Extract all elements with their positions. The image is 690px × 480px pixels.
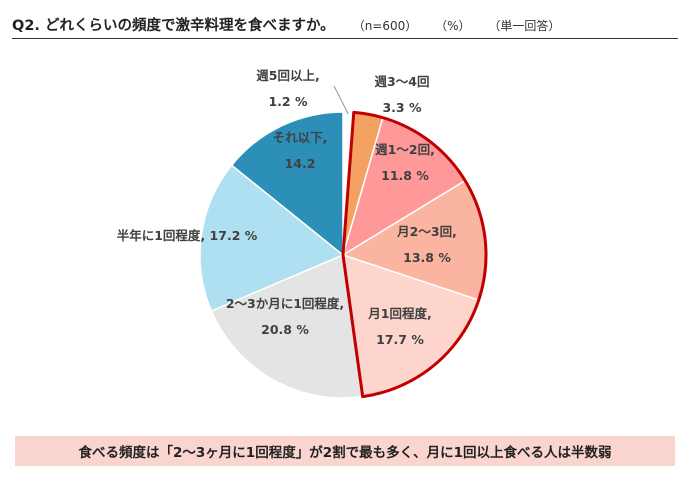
slice-value-label: 13.8 % <box>403 250 451 265</box>
pie-slice <box>210 253 364 399</box>
slice-value-label: 3.3 % <box>382 100 421 115</box>
highlight-outline <box>341 110 488 399</box>
slice-label: 週3～4回 <box>375 74 430 89</box>
pie-slice <box>230 111 344 257</box>
leader-line <box>333 85 349 115</box>
answer-type: （単一回答） <box>488 19 561 33</box>
summary-banner: 食べる頻度は「2～3ヶ月に1回程度」が2割で最も多く、月に1回以上食べる人は半数… <box>15 436 675 466</box>
slice-value-label: 14.2 <box>285 156 316 171</box>
summary-text: 食べる頻度は「2～3ヶ月に1回程度」が2割で最も多く、月に1回以上食べる人は半数… <box>78 445 612 461</box>
slice-label: 月2～3回, <box>396 224 457 239</box>
sample-size: （n=600） <box>352 19 418 33</box>
slice-labels: 週5回以上, 1.2 % 週3～4回 3.3 % 週1～2回, 11.8 % 月2～3回, 1… <box>117 68 457 347</box>
slice-label: 2～3か月に1回程度, <box>226 296 344 311</box>
unit-label: （%） <box>435 19 471 33</box>
chart-header: Q2. どれくらいの頻度で激辛料理を食べますか。 （n=600） （%） （単一… <box>12 14 678 39</box>
question-title: Q2. どれくらいの頻度で激辛料理を食べますか。 <box>12 18 335 34</box>
pie-chart: 週5回以上, 1.2 % 週3～4回 3.3 % 週1～2回, 11.8 % 月2～3回, 1… <box>117 68 488 399</box>
slice-label: 週5回以上, <box>256 68 319 83</box>
slice-value-label: 20.8 % <box>261 322 309 337</box>
slice-value-label: 11.8 % <box>381 168 429 183</box>
pie-slice <box>199 164 345 312</box>
slice-label: 週1～2回, <box>375 142 435 157</box>
chart-meta: （n=600） （%） （単一回答） <box>353 17 575 34</box>
slice-label: それ以下, <box>273 130 328 145</box>
slice-value-label: 1.2 % <box>268 94 307 109</box>
slice-value-label: 17.7 % <box>376 332 424 347</box>
pie-slices <box>199 111 487 399</box>
slice-label: 半年に1回程度, 17.2 % <box>117 228 258 243</box>
slice-label: 月1回程度, <box>367 306 431 321</box>
